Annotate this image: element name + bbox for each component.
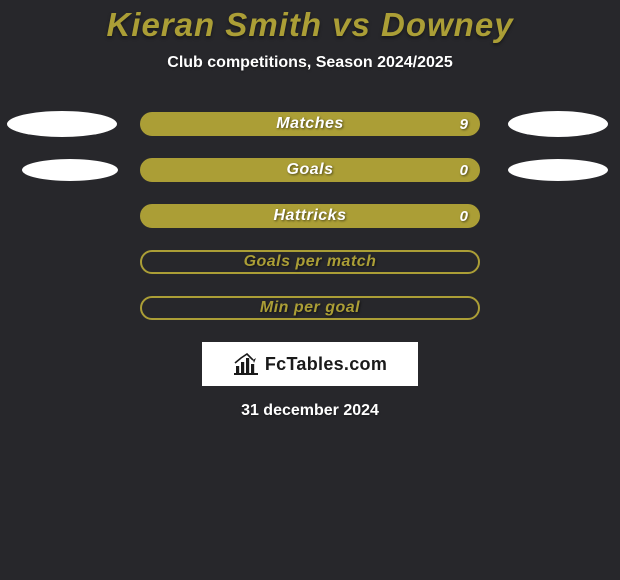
decorative-ellipse-right bbox=[508, 159, 608, 181]
stat-row: Min per goal bbox=[0, 296, 620, 320]
stat-label: Goals per match bbox=[244, 253, 377, 271]
stat-label: Hattricks bbox=[274, 207, 347, 225]
stat-label: Goals bbox=[287, 161, 334, 179]
stat-label: Min per goal bbox=[260, 299, 360, 317]
stat-value: 0 bbox=[460, 162, 468, 179]
stat-row: Goals per match bbox=[0, 250, 620, 274]
decorative-ellipse-left bbox=[7, 111, 117, 137]
stat-bar: Min per goal bbox=[140, 296, 480, 320]
stat-bar: Goals per match bbox=[140, 250, 480, 274]
stat-row: Hattricks 0 bbox=[0, 204, 620, 228]
attribution-badge: FcTables.com bbox=[202, 342, 418, 386]
subtitle: Club competitions, Season 2024/2025 bbox=[0, 54, 620, 72]
stat-bar: Matches 9 bbox=[140, 112, 480, 136]
stat-row: Matches 9 bbox=[0, 112, 620, 136]
stat-value: 9 bbox=[460, 116, 468, 133]
decorative-ellipse-left bbox=[22, 159, 118, 181]
stat-bar: Hattricks 0 bbox=[140, 204, 480, 228]
chart-icon bbox=[233, 353, 259, 375]
page-title: Kieran Smith vs Downey bbox=[0, 0, 620, 44]
stat-label: Matches bbox=[276, 115, 344, 133]
stat-rows: Matches 9 Goals 0 Hattricks 0 Goals per match M… bbox=[0, 112, 620, 320]
infographic-container: Kieran Smith vs Downey Club competitions… bbox=[0, 0, 620, 580]
stat-row: Goals 0 bbox=[0, 158, 620, 182]
attribution-text: FcTables.com bbox=[265, 354, 387, 375]
stat-bar: Goals 0 bbox=[140, 158, 480, 182]
stat-value: 0 bbox=[460, 208, 468, 225]
decorative-ellipse-right bbox=[508, 111, 608, 137]
date-text: 31 december 2024 bbox=[0, 402, 620, 420]
